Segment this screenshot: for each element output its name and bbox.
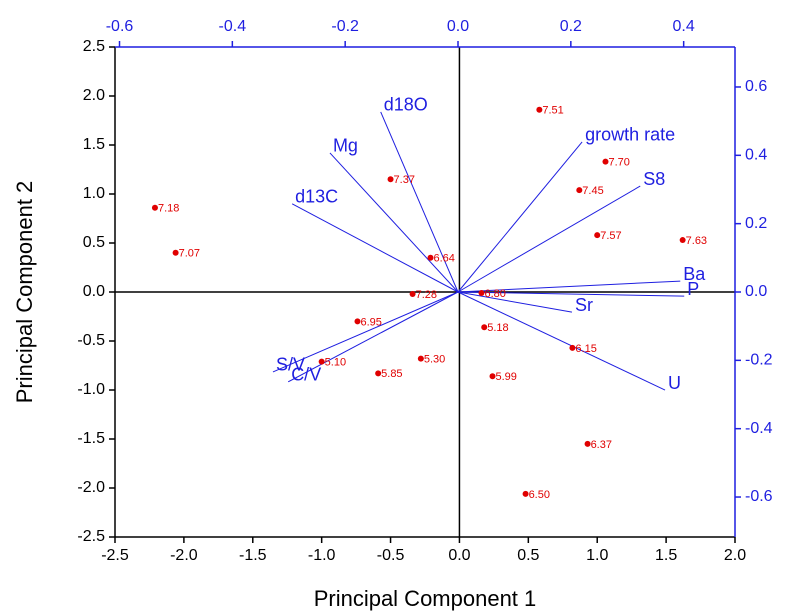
score-label: 7.28 [416, 289, 437, 301]
loading-vector [457, 280, 681, 293]
loading-label: S8 [643, 169, 665, 189]
loading-label: Ba [683, 264, 706, 284]
y-tick-label: 1.5 [83, 136, 105, 153]
score-point [427, 254, 434, 261]
y2-tick-label: 0.0 [745, 283, 767, 300]
y2-tick-label: 0.4 [745, 147, 767, 164]
y-tick-label: -1.5 [77, 430, 105, 447]
x-axis-title: Principal Component 1 [314, 586, 537, 611]
score-label: 5.30 [424, 354, 445, 366]
y-tick-label: -2.5 [77, 528, 105, 545]
score-label: 5.85 [381, 368, 402, 380]
loading-label: Sr [575, 295, 593, 315]
score-label: 7.07 [179, 248, 200, 260]
y2-tick-label: 0.6 [745, 78, 767, 95]
loading-label: P [687, 279, 699, 299]
x-tick-label: -1.5 [239, 547, 267, 564]
score-point [375, 370, 382, 377]
x2-tick-label: 0.4 [673, 18, 695, 35]
score-label: 7.51 [542, 105, 563, 117]
score-label: 6.80 [484, 288, 505, 300]
score-label: 7.57 [600, 230, 621, 242]
loading-vector [287, 291, 459, 383]
x2-tick-label: 0.0 [447, 18, 469, 35]
score-point [522, 490, 529, 497]
loading-vector [291, 203, 459, 293]
y2-tick-label: -0.2 [745, 352, 773, 369]
score-point [679, 237, 686, 244]
x-tick-label: 0.5 [517, 547, 539, 564]
score-label: 7.37 [394, 174, 415, 186]
score-point [569, 344, 576, 351]
y-tick-label: -2.0 [77, 479, 105, 496]
loading-vector [457, 291, 573, 313]
loading-vector [457, 141, 583, 293]
loading-label: d18O [384, 95, 428, 115]
y-tick-label: 0.5 [83, 234, 105, 251]
score-point [417, 355, 424, 362]
score-point [594, 232, 601, 239]
y-tick-label: 2.5 [83, 38, 105, 55]
score-point [602, 158, 609, 165]
x-tick-label: -2.0 [170, 547, 198, 564]
loading-vector [272, 291, 459, 373]
loading-label: growth rate [585, 125, 675, 145]
y-axis-title: Principal Component 2 [12, 181, 37, 404]
x2-tick-label: -0.4 [219, 18, 247, 35]
score-label: 5.99 [496, 371, 517, 383]
y2-tick-label: 0.2 [745, 215, 767, 232]
x2-tick-label: -0.6 [106, 18, 134, 35]
score-label: 6.50 [529, 489, 550, 501]
loading-vector [457, 291, 666, 391]
score-label: 5.18 [487, 322, 508, 334]
x-tick-label: -0.5 [377, 547, 405, 564]
loading-vector [457, 185, 641, 293]
loading-vector [457, 291, 685, 297]
loading-vector [380, 111, 459, 293]
score-point [576, 187, 583, 194]
x-tick-label: -1.0 [308, 547, 336, 564]
x-tick-label: 2.0 [724, 547, 746, 564]
y-tick-label: 2.0 [83, 87, 105, 104]
y-tick-label: -0.5 [77, 332, 105, 349]
y-tick-label: 1.0 [83, 185, 105, 202]
score-point [478, 289, 485, 296]
score-point [584, 440, 591, 447]
score-label: 7.63 [686, 235, 707, 247]
x-tick-label: 1.5 [655, 547, 677, 564]
score-label: 7.70 [608, 157, 629, 169]
score-point [489, 373, 496, 380]
score-label: 7.18 [158, 203, 179, 215]
score-point [151, 204, 158, 211]
loading-label: Mg [333, 136, 358, 156]
x-tick-label: -2.5 [101, 547, 129, 564]
loading-label: U [668, 373, 681, 393]
score-point [481, 324, 488, 331]
score-point [387, 176, 394, 183]
y-tick-label: 0.0 [83, 283, 105, 300]
loading-label: S/V [276, 355, 305, 375]
loading-vector [329, 152, 459, 293]
score-point [409, 290, 416, 297]
score-label: 6.95 [360, 316, 381, 328]
x2-tick-label: 0.2 [560, 18, 582, 35]
y-tick-label: -1.0 [77, 381, 105, 398]
loading-label: C/V [291, 365, 321, 385]
score-label: 6.64 [434, 253, 455, 265]
y2-tick-label: -0.6 [745, 488, 773, 505]
score-point [318, 358, 325, 365]
score-label: 6.37 [591, 439, 612, 451]
score-point [536, 106, 543, 113]
x-tick-label: 1.0 [586, 547, 608, 564]
score-label: 6.15 [575, 343, 596, 355]
x-tick-label: 0.0 [448, 547, 470, 564]
x2-tick-label: -0.2 [331, 18, 359, 35]
y2-tick-label: -0.4 [745, 420, 773, 437]
score-point [172, 249, 179, 256]
score-label: 7.45 [582, 185, 603, 197]
score-label: 5.10 [325, 356, 346, 368]
loading-label: d13C [295, 187, 338, 207]
score-point [354, 318, 361, 325]
